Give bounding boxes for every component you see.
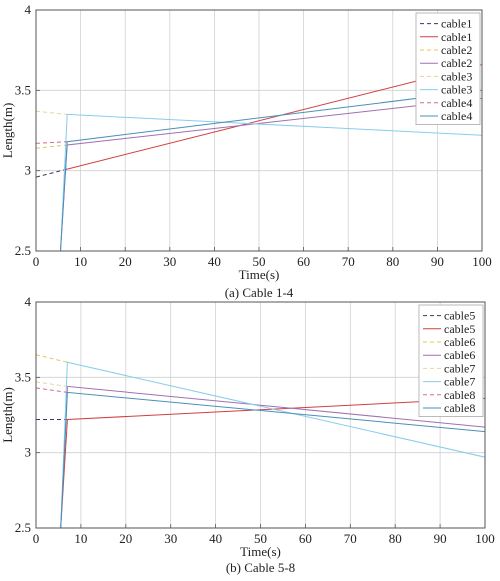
x-tick-label: 60 — [297, 254, 310, 269]
legend-box — [415, 12, 481, 125]
series-line-cable8 — [60, 391, 485, 528]
series-group — [36, 64, 482, 251]
y-axis-label: Length(m) — [0, 387, 15, 443]
chart-caption: (a) Cable 1-4 — [225, 285, 294, 300]
x-tick-label: 20 — [119, 531, 132, 546]
legend: cable5cable5cable6cable6cable7cable7cabl… — [418, 304, 484, 417]
legend-label: cable7 — [444, 375, 475, 389]
x-axis-label: Time(s) — [240, 544, 281, 559]
y-tick-label: 3 — [25, 445, 32, 460]
x-tick-label: 90 — [431, 254, 444, 269]
x-tick-label: 50 — [253, 254, 266, 269]
series-line-cable1 — [36, 168, 68, 178]
y-tick-label: 3 — [25, 163, 32, 178]
legend-box — [418, 304, 484, 417]
x-tick-label: 60 — [299, 531, 312, 546]
series-line-cable2 — [36, 144, 68, 149]
series-line-cable3 — [36, 110, 68, 115]
y-tick-label: 4 — [25, 2, 32, 17]
x-tick-label: 70 — [342, 254, 355, 269]
y-tick-label: 4 — [25, 294, 32, 309]
series-line-cable4 — [36, 141, 68, 144]
x-tick-label: 20 — [119, 254, 132, 269]
legend-label: cable2 — [441, 56, 472, 70]
legend-label: cable6 — [444, 348, 475, 362]
y-axis-label: Length(m) — [0, 103, 15, 159]
x-tick-label: 80 — [386, 254, 399, 269]
x-tick-label: 70 — [344, 531, 357, 546]
legend-label: cable4 — [441, 109, 472, 123]
x-axis-label: Time(s) — [239, 267, 280, 282]
legend-label: cable1 — [441, 30, 472, 44]
y-tick-label: 2.5 — [15, 520, 31, 535]
legend-label: cable5 — [444, 309, 475, 323]
x-tick-label: 0 — [33, 254, 40, 269]
legend-label: cable5 — [444, 322, 475, 336]
legend-label: cable7 — [444, 361, 475, 375]
x-tick-label: 100 — [475, 531, 495, 546]
y-tick-label: 3.5 — [15, 82, 31, 97]
legend-label: cable6 — [444, 335, 475, 349]
x-tick-label: 80 — [389, 531, 402, 546]
legend: cable1cable1cable2cable2cable3cable3cabl… — [415, 12, 481, 125]
legend-label: cable3 — [441, 69, 472, 83]
series-line-cable8 — [36, 387, 68, 393]
axes-frame — [35, 9, 483, 252]
legend-label: cable1 — [441, 17, 472, 31]
legend-label: cable4 — [441, 96, 472, 110]
series-line-cable4 — [60, 89, 482, 251]
legend-label: cable2 — [441, 43, 472, 57]
x-tick-label: 40 — [209, 531, 222, 546]
x-tick-label: 10 — [74, 531, 87, 546]
x-tick-label: 40 — [208, 254, 221, 269]
series-group — [36, 354, 485, 528]
x-tick-label: 100 — [472, 254, 492, 269]
series-line-cable1 — [67, 64, 482, 170]
series-line-cable7 — [36, 381, 68, 387]
x-tick-label: 10 — [74, 254, 87, 269]
legend-label: cable8 — [444, 401, 475, 415]
chart-caption: (b) Cable 5-8 — [226, 560, 295, 575]
x-tick-label: 90 — [434, 531, 447, 546]
legend-label: cable3 — [441, 83, 472, 97]
y-tick-label: 3.5 — [15, 369, 31, 384]
y-tick-label: 2.5 — [15, 243, 31, 258]
x-tick-label: 50 — [254, 531, 267, 546]
x-tick-label: 30 — [163, 254, 176, 269]
legend-label: cable8 — [444, 388, 475, 402]
axes-frame — [35, 301, 486, 529]
chart-cable-1-4: 0 10 20 30 40 50 60 70 80 90 100 2.5 3 3.5 4 Time(s) Len… — [0, 2, 492, 300]
series-line-cable3 — [60, 113, 482, 251]
series-line-cable6 — [36, 354, 68, 363]
x-tick-label: 30 — [164, 531, 177, 546]
x-tick-label: 0 — [33, 531, 40, 546]
chart-cable-5-8: 0 10 20 30 40 50 60 70 80 90 100 2.5 3 3.5 4 Time(s) Len… — [0, 294, 495, 575]
